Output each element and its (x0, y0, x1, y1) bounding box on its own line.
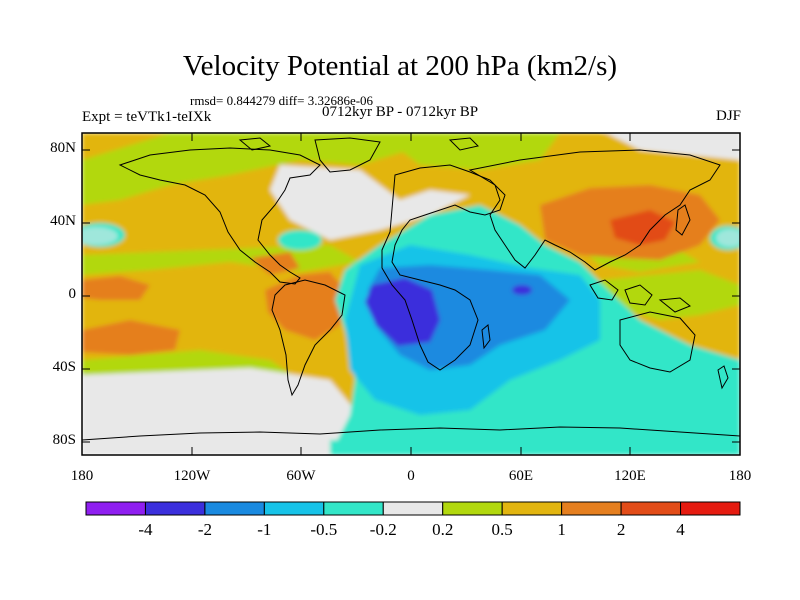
colorbar-label: -4 (138, 520, 153, 539)
colorbar-swatch (620, 501, 682, 516)
x-tick-label: 60E (508, 468, 534, 484)
colorbar (85, 501, 741, 516)
colorbar-label: 0.5 (491, 520, 513, 539)
colorbar-label: 1 (557, 520, 566, 539)
period-label: 0712kyr BP - 0712kyr BP (322, 104, 479, 120)
x-tick-label: 180 (70, 468, 94, 484)
x-tick-label: 120W (173, 468, 211, 484)
y-tick-label: 0 (68, 286, 77, 302)
x-tick-label: 120E (614, 468, 646, 484)
x-tick-label: 60W (286, 468, 316, 484)
colorbar-label: -1 (257, 520, 272, 539)
x-tick-label: 0 (407, 468, 415, 484)
colorbar-swatch (144, 501, 206, 516)
y-tick-label: 80N (50, 140, 76, 156)
colorbar-label: 2 (616, 520, 626, 539)
y-tick-label: 80S (52, 432, 76, 448)
colorbar-swatch (501, 501, 563, 516)
coastlines (82, 137, 740, 441)
colorbar-label: 4 (676, 520, 685, 539)
contour-field (82, 133, 740, 455)
x-tick-label: 180 (728, 468, 752, 484)
x-tick-marks (81, 133, 741, 455)
colorbar-swatch (561, 501, 622, 516)
colorbar-swatch (680, 501, 741, 516)
colorbar-label: -0.2 (369, 520, 397, 539)
y-tick-label: 40S (52, 359, 76, 375)
plot-title: Velocity Potential at 200 hPa (km2/s) (182, 50, 618, 82)
colorbar-swatch (382, 501, 444, 516)
y-tick-marks (82, 149, 740, 443)
colorbar-label: -0.5 (310, 520, 338, 539)
colorbar-swatch (442, 501, 503, 516)
colorbar-swatch (263, 501, 325, 516)
colorbar-label: -2 (197, 520, 212, 539)
stats-text: rmsd= 0.844279 diff= 3.32686e-06 (190, 93, 374, 108)
colorbar-label: 0.2 (432, 520, 454, 539)
y-tick-label: 40N (50, 213, 76, 229)
season-label: DJF (715, 108, 741, 124)
colorbar-swatch (323, 501, 384, 516)
experiment-label: Expt = teVTk1-teIXk (82, 109, 212, 125)
colorbar-swatch (204, 501, 265, 516)
colorbar-swatch (85, 501, 146, 516)
